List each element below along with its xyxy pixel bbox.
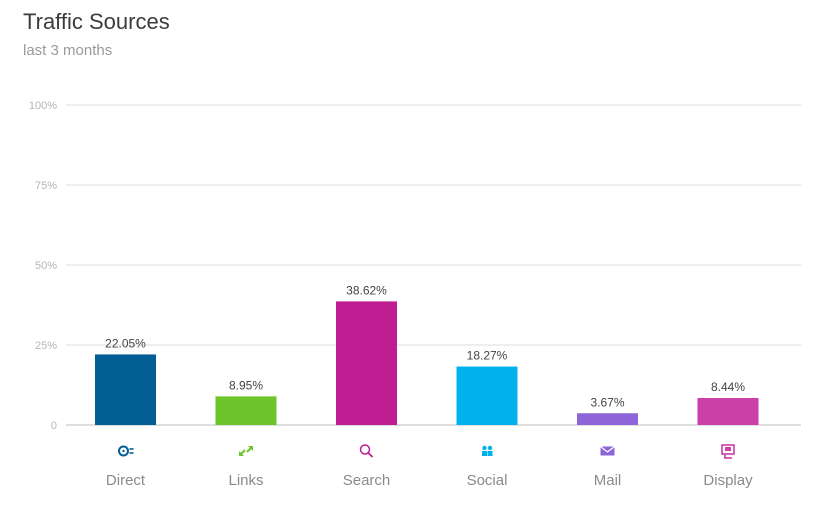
bar-social[interactable] xyxy=(456,366,518,425)
search-icon xyxy=(359,444,374,458)
data-label: 3.67% xyxy=(590,395,624,409)
bar-links[interactable] xyxy=(215,396,277,425)
category-label: Mail xyxy=(594,472,622,489)
data-label: 38.62% xyxy=(346,283,387,297)
data-label: 18.27% xyxy=(467,349,508,363)
data-label: 8.95% xyxy=(229,378,263,392)
bar-mail[interactable] xyxy=(577,413,638,425)
data-label: 8.44% xyxy=(711,380,745,394)
category-label: Display xyxy=(703,472,753,489)
category-label: Links xyxy=(228,472,263,489)
y-tick-label: 50% xyxy=(35,260,57,272)
social-icon xyxy=(482,445,493,456)
category-label: Social xyxy=(467,472,508,489)
category-label: Direct xyxy=(106,472,146,489)
y-tick-label: 25% xyxy=(35,340,57,352)
category-label: Search xyxy=(343,472,391,489)
links-icon xyxy=(239,446,253,456)
direct-icon xyxy=(118,445,134,457)
y-tick-label: 75% xyxy=(35,180,57,192)
bar-display[interactable] xyxy=(697,397,759,425)
mail-icon xyxy=(600,446,615,456)
chart-subtitle: last 3 months xyxy=(23,42,113,59)
y-tick-label: 0 xyxy=(51,420,57,432)
bar-search[interactable] xyxy=(336,301,397,425)
y-tick-label: 100% xyxy=(29,100,57,112)
display-icon xyxy=(721,444,735,459)
chart-title: Traffic Sources xyxy=(23,9,170,34)
bar-direct[interactable] xyxy=(95,354,156,425)
data-label: 22.05% xyxy=(105,336,146,350)
